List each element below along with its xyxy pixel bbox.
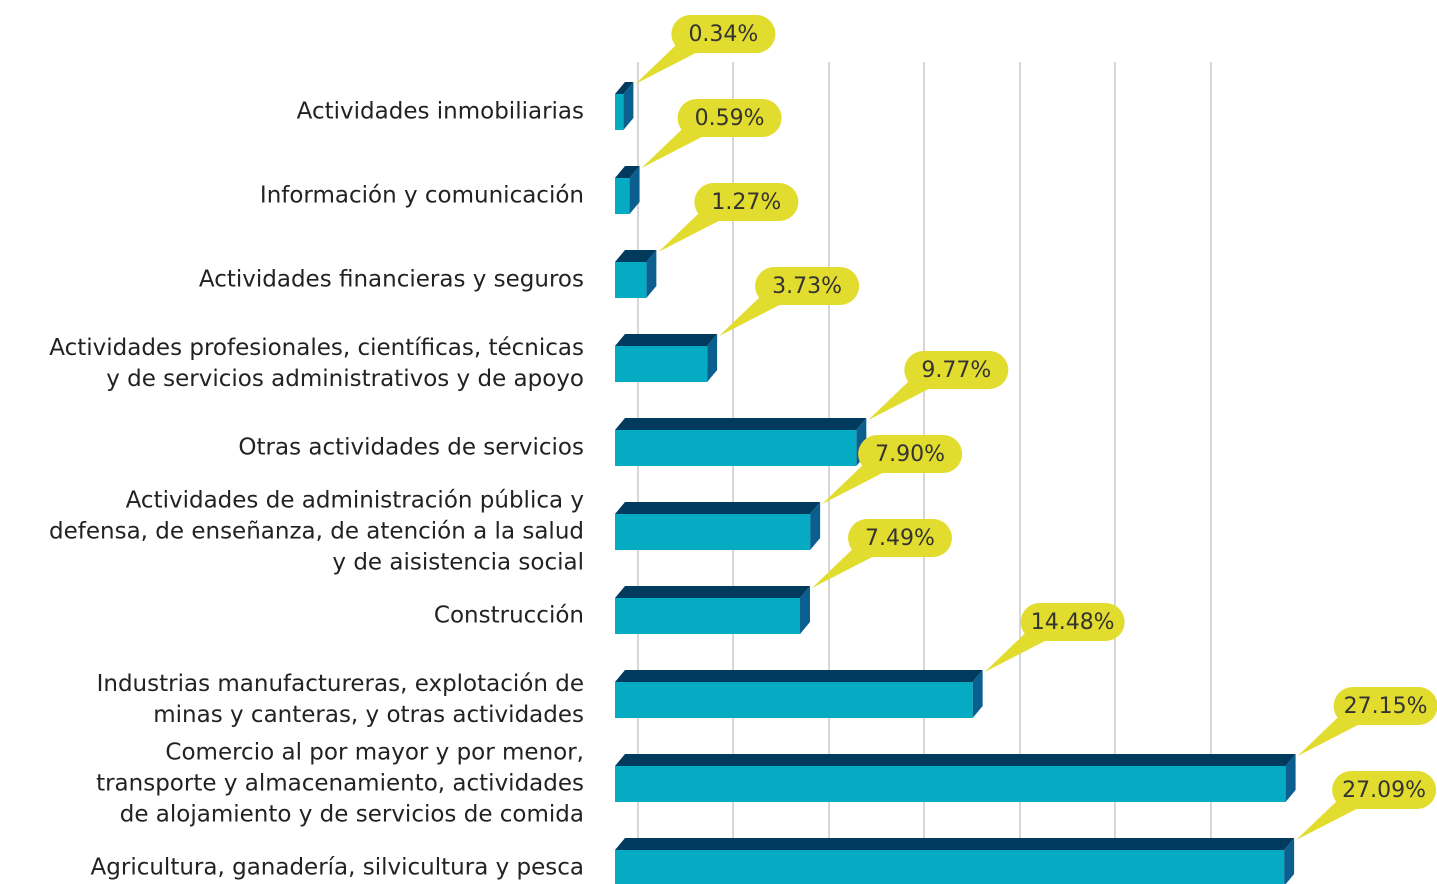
value-label: 1.27% (711, 190, 781, 215)
bar-side (800, 586, 811, 634)
callout (694, 183, 799, 221)
bar (615, 94, 624, 130)
bar-side (972, 670, 983, 718)
bar-top (615, 670, 983, 682)
category-label: Comercio al por mayor y por menor, trans… (96, 739, 584, 828)
value-label: 0.59% (695, 106, 765, 131)
callout (858, 435, 963, 473)
bar-top (615, 334, 718, 346)
bar-side (810, 502, 821, 550)
bar-side (1285, 754, 1296, 802)
callout (1332, 771, 1437, 809)
bar-side (707, 334, 718, 382)
category-label: Actividades de administración pública y … (49, 487, 584, 576)
bar-side (629, 166, 640, 214)
value-label: 7.49% (865, 526, 935, 551)
bar (615, 514, 811, 550)
bar (615, 682, 973, 718)
value-label: 14.48% (1031, 610, 1115, 635)
bar-top (615, 166, 640, 178)
bar-side (1284, 838, 1295, 884)
value-label: 3.73% (772, 274, 842, 299)
category-label: Agricultura, ganadería, silvicultura y p… (90, 854, 584, 881)
callout (1020, 603, 1125, 641)
bar-side (646, 250, 657, 298)
bar-top (615, 502, 821, 514)
category-label: Actividades profesionales, científicas, … (49, 335, 584, 392)
value-label: 7.90% (875, 442, 945, 467)
value-label: 9.77% (921, 358, 991, 383)
callout (755, 267, 860, 305)
bar (615, 850, 1285, 884)
bar (615, 346, 708, 382)
category-label: Construcción (433, 602, 584, 629)
callout (848, 519, 953, 557)
bar-top (615, 418, 867, 430)
bar (615, 262, 647, 298)
callout (671, 15, 776, 53)
callout (677, 99, 782, 137)
category-label: Industrias manufactureras, explotación d… (96, 671, 584, 728)
bar (615, 598, 801, 634)
category-label: Información y comunicación (259, 182, 584, 209)
bar (615, 766, 1286, 802)
callout (1333, 687, 1437, 725)
bar-top (615, 838, 1295, 850)
value-label: 27.09% (1342, 778, 1426, 803)
category-label: Actividades inmobiliarias (296, 98, 584, 125)
bar-side (623, 82, 634, 130)
bar-top (615, 754, 1296, 766)
value-label: 27.15% (1344, 694, 1428, 719)
callout (904, 351, 1009, 389)
bar (615, 430, 857, 466)
value-label: 0.34% (688, 22, 758, 47)
bar-top (615, 586, 811, 598)
category-label: Actividades financieras y seguros (198, 266, 584, 293)
bar (615, 178, 630, 214)
bar-top (615, 82, 634, 94)
category-label: Otras actividades de servicios (238, 434, 584, 461)
bar-top (615, 250, 657, 262)
